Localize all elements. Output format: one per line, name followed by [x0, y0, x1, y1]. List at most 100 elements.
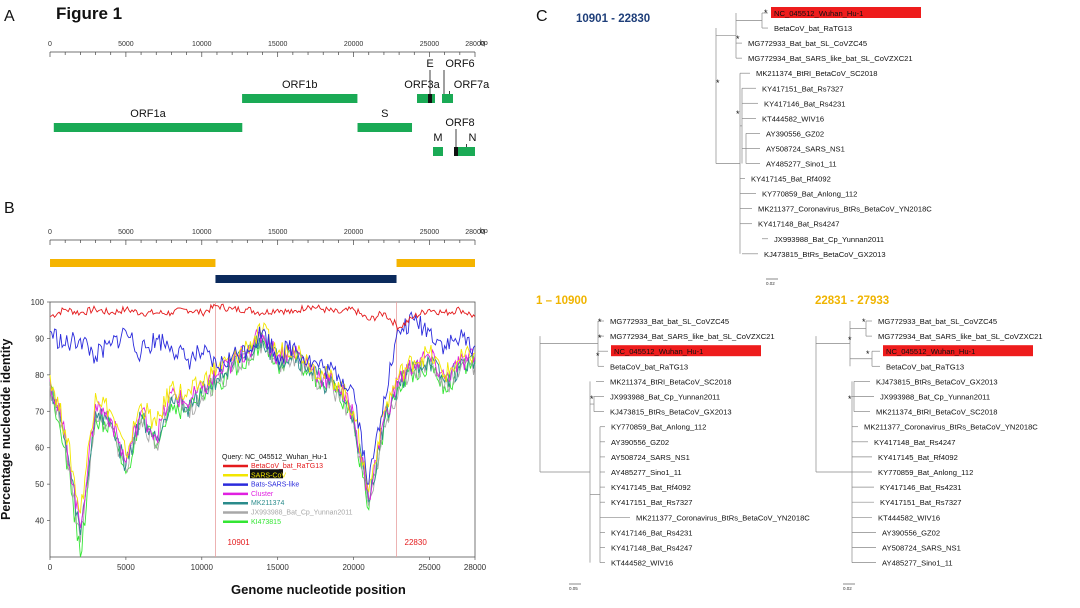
tree-range-title: 22831 - 27933 — [815, 295, 889, 307]
tree-leaf-label: KY417148_Bat_Rs4247 — [611, 544, 693, 553]
y-tick-label: 60 — [35, 444, 44, 453]
tree-leaf-label: AY390556_GZ02 — [882, 528, 940, 537]
x-tick-label: 0 — [48, 563, 53, 572]
tree-leaf-label: KY417148_Bat_Rs4247 — [874, 438, 956, 447]
tree-support-marker: * — [736, 109, 740, 119]
similarity-lines — [49, 303, 476, 558]
tree-leaf-label: KY417146_Bat_Rs4231 — [764, 99, 846, 108]
ruler-a-tick-label: 15000 — [268, 41, 288, 48]
x-axis-title: Genome nucleotide position — [231, 582, 406, 597]
tree-leaf-label: AY508724_SARS_NS1 — [611, 453, 690, 462]
tree-leaf-label: NC_045512_Wuhan_Hu-1 — [886, 347, 975, 356]
ruler-a-tick-label: 20000 — [344, 41, 364, 48]
tree-leaf-label: MG772934_Bat_SARS_like_bat_SL_CoVZXC21 — [878, 332, 1043, 341]
y-tick-label: 50 — [35, 480, 44, 489]
y-axis: 40 50 60 70 80 90 100 — [31, 298, 50, 526]
orf-orf1a-label: ORF1a — [130, 108, 166, 120]
tree-leaf-label: KY417151_Bat_Rs7327 — [880, 498, 962, 507]
panel-c-label: C — [536, 8, 548, 25]
y-tick-label: 80 — [35, 371, 44, 380]
tree-leaf-label: KY770859_Bat_Anlong_112 — [878, 468, 973, 477]
x-tick-label: 10000 — [191, 563, 214, 572]
tree-leaf-label: KY417146_Bat_Rs4231 — [611, 528, 693, 537]
ruler-b-ticks: 0 5000 10000 15000 20000 25000 28000 — [48, 229, 485, 245]
orf-m-block — [433, 147, 443, 156]
tree-support-marker: * — [598, 317, 602, 327]
tree-leaf-label: AY485277_Sino1_11 — [611, 468, 682, 477]
legend-label: BetaCoV_bat_RaTG13 — [251, 463, 323, 470]
orf-m-label: M — [433, 132, 442, 144]
orf-orf1a-block — [53, 123, 243, 132]
legend-label: Bats-SARS-like — [251, 482, 299, 489]
tree-support-marker: * — [866, 349, 870, 359]
orf-s-block — [357, 123, 413, 132]
tree-leaf-label: MG772934_Bat_SARS_like_bat_SL_CoVZXC21 — [748, 54, 913, 63]
orf-e-label: E — [426, 58, 433, 70]
panel-a-genome-map: 0 5000 10000 15000 20000 25000 28000 bp ORF1aO… — [48, 40, 490, 156]
tree-leaf-label: AY485277_Sino1_11 — [766, 160, 837, 169]
tree-leaf-label: BetaCoV_bat_RaTG13 — [886, 362, 964, 371]
tree-leaf-label: KY417145_Bat_Rf4092 — [611, 483, 691, 492]
tree-leaf-label: KJ473815_BtRs_BetaCoV_GX2013 — [610, 408, 732, 417]
orf-orf7a-label: ORF7a — [454, 79, 490, 91]
tree-leaf-label: AY390556_GZ02 — [611, 438, 669, 447]
orf-blocks: ORF1a ORF1b S ORF3a E M ORF6 ORF7a ORF8 N — [53, 58, 490, 156]
panel-c-trees: 10901 - 22830 NC_045512_Wuhan_Hu-1 BetaCoV… — [536, 7, 1043, 591]
orf-s-label: S — [381, 108, 388, 120]
x-tick-label: 5000 — [117, 563, 135, 572]
legend-label: SARS-CoV — [251, 472, 286, 479]
panel-a-label: A — [4, 8, 15, 25]
tree-leaf-label: MK211374_BtRI_BetaCoV_SC2018 — [756, 69, 877, 78]
ruler-a-tick-label: 28000 — [465, 41, 485, 48]
tree-leaf-label: BetaCoV_bat_RaTG13 — [774, 24, 852, 33]
tree-support-marker: * — [596, 351, 600, 361]
orf-orf3a-label: ORF3a — [404, 79, 440, 91]
tree-leaf-label: AY390556_GZ02 — [766, 129, 824, 138]
tree-support-marker: * — [736, 34, 740, 44]
region-2-bar — [215, 275, 397, 283]
ruler-b-tick-label: 5000 — [118, 229, 134, 236]
figure-title: Figure 1 — [56, 4, 122, 23]
tree-leaf-label: KT444582_WIV16 — [762, 114, 824, 123]
tree-leaf-label: KY417145_Bat_Rf4092 — [878, 453, 958, 462]
ruler-a-tick-label: 0 — [48, 41, 52, 48]
legend-label: KI473815 — [251, 519, 281, 526]
tree-scale-label: 0.02 — [766, 281, 775, 286]
phylo-tree: 22831 - 27933 MG772933_Bat_bat_SL_CoVZC45… — [815, 295, 1043, 591]
tree-leaf-label: KY770859_Bat_Anlong_112 — [611, 423, 706, 432]
ruler-a-ticks: 0 5000 10000 15000 20000 25000 28000 — [48, 41, 485, 57]
legend-label: MK211374 — [251, 500, 284, 507]
y-tick-label: 90 — [35, 334, 44, 343]
tree-range-title: 10901 - 22830 — [576, 13, 650, 25]
orf-orf6-block — [442, 94, 446, 103]
tree-support-marker: * — [848, 335, 852, 345]
tree-leaf-label: MK211377_Coronavirus_BtRs_BetaCoV_YN2018… — [864, 423, 1038, 432]
orf-orf6-label: ORF6 — [445, 58, 474, 70]
x-tick-label: 20000 — [342, 563, 365, 572]
tree-leaf-label: KJ473815_BtRs_BetaCoV_GX2013 — [764, 250, 886, 259]
tree-leaf-label: JX993988_Bat_Cp_Yunnan2011 — [610, 393, 720, 402]
phylo-tree: 1 – 10900 MG772933_Bat_bat_SL_CoVZC45 MG77… — [536, 295, 810, 591]
orf-n-label: N — [469, 132, 477, 144]
tree-leaf-label: JX993988_Bat_Cp_Yunnan2011 — [880, 393, 990, 402]
y-axis-title: Percentage nucleotide identity — [0, 339, 13, 520]
tree-leaf-label: AY485277_Sino1_11 — [882, 559, 953, 568]
orf-e-block — [428, 94, 432, 103]
series-line-betacov-bat-ratg13 — [49, 303, 476, 331]
ruler-b-unit: bp — [480, 228, 488, 235]
breakpoint-lines: 10901 22830 — [215, 302, 427, 557]
tree-leaf-label: KT444582_WIV16 — [611, 559, 673, 568]
ruler-a-tick-label: 10000 — [192, 41, 212, 48]
x-tick-label: 28000 — [464, 563, 487, 572]
plot-frame — [49, 301, 476, 558]
tree-leaf-label: AY508724_SARS_NS1 — [882, 544, 961, 553]
ruler-b-tick-label: 15000 — [268, 229, 288, 236]
tree-scale-label: 0.05 — [569, 586, 578, 591]
tree-leaf-label: NC_045512_Wuhan_Hu-1 — [614, 347, 703, 356]
legend-label: Cluster — [251, 491, 274, 498]
panel-b-similarity: 0 5000 10000 15000 20000 25000 28000 bp 10901 2… — [0, 228, 488, 597]
y-tick-label: 40 — [35, 517, 44, 526]
orf-orf8-block — [454, 147, 458, 156]
tree-leaf-label: KT444582_WIV16 — [878, 513, 940, 522]
